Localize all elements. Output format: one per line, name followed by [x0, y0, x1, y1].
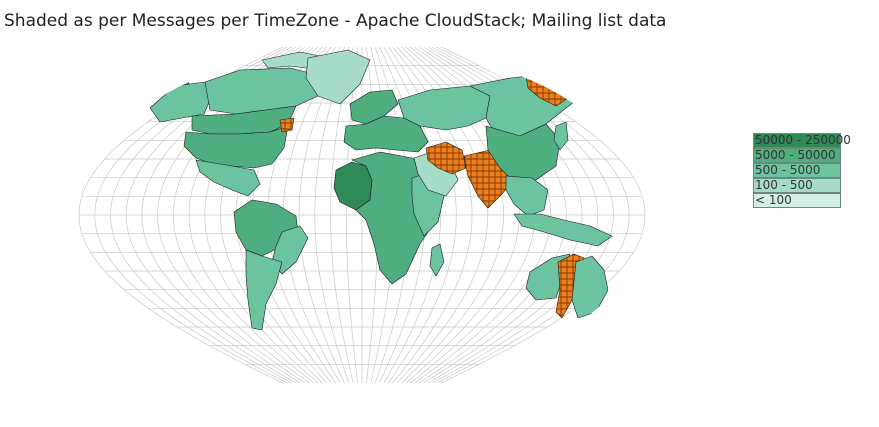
region-europe[interactable] — [343, 115, 429, 153]
region-madagascar[interactable] — [429, 243, 445, 277]
region-japan[interactable] — [553, 121, 569, 151]
region-indonesia[interactable] — [513, 213, 613, 247]
region-uk-scandinavia[interactable] — [349, 89, 399, 125]
region-usa[interactable] — [183, 125, 289, 169]
region-australia-east[interactable] — [571, 255, 609, 319]
legend-label: 500 - 5000 — [755, 163, 821, 177]
map-title: Shaded as per Messages per TimeZone - Ap… — [4, 11, 667, 31]
legend-item[interactable]: 5000 - 50000 — [753, 148, 841, 163]
region-canada-south[interactable] — [191, 105, 297, 135]
region-canada-north[interactable] — [204, 67, 331, 115]
region-south-america-south[interactable] — [245, 249, 283, 331]
legend-label: 50000 - 250000 — [755, 133, 851, 147]
legend-swatch — [753, 193, 841, 208]
legend-item[interactable]: 500 - 5000 — [753, 163, 841, 178]
region-iran[interactable] — [425, 141, 467, 175]
legend-label: 100 - 500 — [755, 178, 813, 192]
region-southeast-asia[interactable] — [505, 175, 549, 217]
legend-label: < 100 — [755, 193, 792, 207]
legend-swatch — [753, 178, 841, 193]
legend-label: 5000 - 50000 — [755, 148, 836, 162]
country-regions[interactable] — [149, 49, 615, 341]
region-nova-scotia[interactable] — [279, 117, 295, 133]
legend-item[interactable]: < 100 — [753, 193, 841, 208]
legend-swatch — [753, 163, 841, 178]
legend-item[interactable]: 100 - 500 — [753, 178, 841, 193]
legend-item[interactable]: 50000 - 250000 — [753, 133, 851, 148]
legend: 50000 - 250000 5000 - 50000 500 - 5000 100 … — [753, 133, 851, 208]
legend-swatch — [753, 133, 841, 148]
region-china[interactable] — [485, 123, 561, 183]
region-russia-west[interactable] — [397, 85, 491, 131]
legend-swatch — [753, 148, 841, 163]
region-mexico[interactable] — [195, 159, 261, 197]
region-greenland[interactable] — [305, 49, 371, 105]
